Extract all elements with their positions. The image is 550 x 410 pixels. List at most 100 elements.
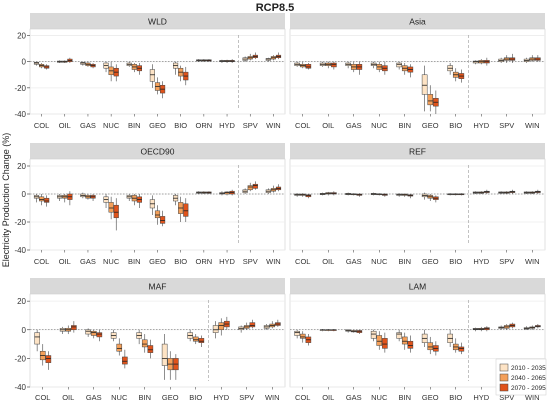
- box-spv-series-2: [503, 191, 510, 194]
- box-nuc-series-1: [370, 192, 377, 196]
- box-nuc-series-2: [376, 331, 383, 350]
- box-body: [116, 343, 123, 352]
- box-bin-series-3: [136, 63, 142, 75]
- box-gas-series-3: [90, 63, 96, 69]
- box-body: [161, 343, 168, 366]
- x-tick-label: BIO: [449, 121, 462, 130]
- chart-title: RCP8.5: [256, 2, 295, 14]
- box-bin-series-2: [141, 334, 148, 353]
- y-tick-label: 20: [17, 162, 26, 171]
- x-tick-label: HYD: [473, 257, 489, 266]
- box-win-series-2: [270, 185, 276, 193]
- box-body: [331, 62, 337, 68]
- box-win-series-1: [523, 191, 530, 194]
- box-orn-series-1: [196, 59, 202, 62]
- x-tick-label: GEO: [422, 393, 439, 402]
- box-gas-series-3: [90, 194, 96, 201]
- x-tick-label: GEO: [162, 393, 179, 402]
- box-bio-series-1: [173, 61, 179, 75]
- box-spv-series-3: [249, 319, 256, 329]
- y-tick-label: -20: [14, 354, 26, 363]
- box-oil-series-2: [62, 194, 68, 203]
- box-geo-series-1: [421, 65, 428, 112]
- box-body: [247, 185, 253, 191]
- x-tick-label: BIN: [138, 393, 151, 402]
- box-oil-series-1: [57, 60, 63, 63]
- x-tick-label: GAS: [80, 121, 96, 130]
- box-geo-series-2: [427, 194, 434, 201]
- legend-label: 2070 - 2095: [511, 385, 546, 392]
- box-bin-series-2: [131, 194, 137, 206]
- box-win-series-2: [529, 191, 536, 194]
- x-tick-label: COL: [35, 393, 50, 402]
- x-tick-label: NUC: [371, 393, 388, 402]
- box-spv-series-2: [247, 53, 253, 61]
- x-tick-label: NUC: [103, 121, 120, 130]
- box-oil-series-3: [331, 61, 337, 70]
- x-tick-label: ORN: [196, 121, 213, 130]
- box-oil-series-3: [67, 57, 73, 63]
- box-col-series-2: [39, 63, 45, 69]
- box-body: [154, 210, 161, 219]
- box-bio-series-2: [178, 196, 184, 222]
- x-tick-label: BIN: [398, 257, 411, 266]
- box-body: [458, 346, 465, 352]
- box-body: [396, 62, 402, 68]
- panel-strip: [30, 278, 285, 294]
- box-nuc-series-3: [382, 193, 388, 197]
- box-bio-series-2: [192, 334, 199, 345]
- box-body: [305, 64, 312, 69]
- box-bio-series-3: [458, 69, 465, 83]
- box-spv-series-3: [509, 189, 516, 194]
- x-tick-label: OIL: [322, 393, 334, 402]
- box-spv-series-3: [509, 53, 516, 63]
- box-body: [183, 203, 189, 217]
- x-tick-label: SPV: [243, 121, 258, 130]
- box-win-series-2: [269, 321, 276, 329]
- legend-label: 2040 - 2065: [511, 375, 546, 382]
- box-gas-series-1: [80, 192, 86, 199]
- box-hyd-series-3: [229, 189, 235, 196]
- box-body: [249, 322, 256, 328]
- x-tick-label: BIO: [189, 393, 202, 402]
- box-nuc-series-3: [382, 332, 388, 353]
- box-hyd-series-2: [478, 59, 485, 65]
- box-spv-series-1: [498, 57, 504, 63]
- x-tick-label: BIN: [128, 121, 141, 130]
- box-win-series-1: [263, 324, 270, 330]
- x-tick-label: NUC: [371, 121, 388, 130]
- box-hyd-series-1: [212, 321, 219, 339]
- box-oil-series-1: [319, 192, 326, 196]
- box-hyd-series-3: [484, 326, 490, 332]
- box-bio-series-1: [173, 194, 179, 206]
- box-bin-series-3: [147, 339, 154, 359]
- box-nuc-series-3: [122, 349, 128, 369]
- box-body: [294, 330, 300, 336]
- box-gas-series-3: [356, 61, 363, 75]
- box-spv-series-2: [503, 55, 510, 63]
- x-tick-label: OIL: [59, 121, 71, 130]
- x-tick-label: WIN: [266, 257, 281, 266]
- box-nuc-series-1: [103, 61, 109, 73]
- box-col-series-3: [45, 351, 52, 370]
- box-bio-series-2: [178, 65, 184, 82]
- box-nuc-series-2: [376, 61, 383, 73]
- panel-title: LAM: [409, 282, 426, 292]
- box-bio-series-3: [198, 335, 205, 347]
- panel-title: MAF: [149, 282, 167, 292]
- box-body: [108, 202, 114, 213]
- box-win-series-3: [535, 189, 541, 194]
- panel-strip: [290, 13, 545, 29]
- box-win-series-1: [265, 57, 271, 62]
- box-bin-series-1: [396, 329, 402, 342]
- box-oil-series-1: [319, 329, 326, 332]
- x-tick-label: BIO: [449, 257, 462, 266]
- box-bin-series-1: [126, 61, 132, 67]
- box-spv-series-3: [252, 52, 258, 60]
- box-win-series-2: [529, 55, 536, 62]
- box-geo-series-3: [173, 354, 179, 380]
- box-orn-series-2: [201, 59, 207, 62]
- x-tick-label: COL: [295, 393, 310, 402]
- box-col-series-2: [299, 331, 306, 343]
